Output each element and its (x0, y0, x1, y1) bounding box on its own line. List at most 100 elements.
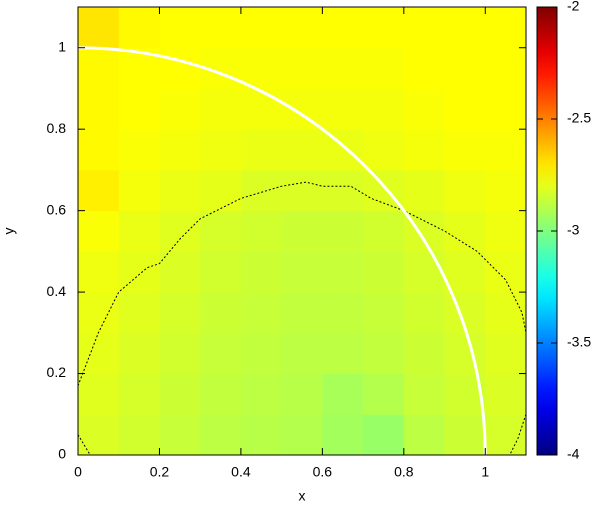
colorbar-tick-label: -3.5 (567, 334, 591, 350)
heatmap-cell (485, 47, 527, 89)
heatmap-cell (118, 414, 160, 456)
heatmap-cell (200, 251, 242, 293)
heatmap-cell (200, 414, 242, 456)
heatmap-cell (485, 251, 527, 293)
heatmap-cell (240, 332, 283, 375)
heatmap-cell (78, 88, 120, 130)
heatmap-cell (78, 332, 120, 375)
heatmap-cell (159, 210, 201, 252)
heatmap-cell (322, 47, 364, 89)
heatmap-cell (485, 7, 527, 49)
heatmap-cell (240, 7, 283, 49)
heatmap-cell (403, 88, 446, 130)
x-tick-label: 0.2 (150, 464, 170, 480)
heatmap-cell (118, 332, 160, 375)
heatmap-cell (363, 251, 405, 293)
heatmap-cell (281, 169, 323, 212)
heatmap-cell (485, 332, 527, 375)
heatmap-cell (444, 129, 486, 171)
heatmap-cell (240, 373, 283, 415)
heatmap-cell (281, 129, 323, 171)
heatmap-cell (159, 129, 201, 171)
heatmap-cell (322, 88, 364, 130)
heatmap-cell (363, 7, 405, 49)
heatmap-cell (281, 414, 323, 456)
heatmap-cell (118, 210, 160, 252)
heatmap-cell (159, 7, 201, 49)
heatmap-cell (240, 414, 283, 456)
x-tick-label: 0 (74, 464, 82, 480)
heatmap-cell (403, 169, 446, 212)
heatmap-cell (363, 88, 405, 130)
heatmap-cell (403, 332, 446, 375)
heatmap-cell (200, 292, 242, 334)
heatmap-cell (281, 7, 323, 49)
heatmap-cell (281, 332, 323, 375)
heatmap-cell (444, 169, 486, 212)
heatmap-cell (403, 373, 446, 415)
heatmap-cell (200, 88, 242, 130)
heatmap-cell (78, 210, 120, 252)
heatmap-cell (403, 251, 446, 293)
heatmap-cell (78, 7, 120, 49)
heatmap-cell (403, 47, 446, 89)
heatmap-cell (159, 251, 201, 293)
heatmap-cell (240, 169, 283, 212)
heatmap-cell (444, 47, 486, 89)
reference-circle (77, 46, 487, 456)
heatmap-cell (485, 169, 527, 212)
heatmap-cell (159, 47, 201, 89)
heatmap-cell (281, 210, 323, 252)
heatmap-cell (78, 373, 120, 415)
heatmap (78, 7, 527, 456)
x-axis-label: x (299, 488, 306, 504)
heatmap-cell (240, 292, 283, 334)
heatmap-cell (322, 251, 364, 293)
heatmap-cell (200, 373, 242, 415)
x-tick-label: 0.8 (394, 464, 414, 480)
heatmap-cell (118, 251, 160, 293)
heatmap-cell (78, 169, 120, 212)
heatmap-cell (444, 88, 486, 130)
heatmap-cell (363, 373, 405, 415)
colorbar-tick-label: -2 (567, 0, 580, 14)
heatmap-cell (78, 292, 120, 334)
heatmap-cell (363, 332, 405, 375)
heatmap-cell (363, 210, 405, 252)
heatmap-cell (485, 129, 527, 171)
heatmap-cell (322, 414, 364, 456)
heatmap-cell (200, 332, 242, 375)
heatmap-cell (363, 414, 405, 456)
y-tick-label: 0.4 (47, 283, 67, 299)
heatmap-cell (485, 210, 527, 252)
heatmap-cell (322, 292, 364, 334)
heatmap-cell (159, 88, 201, 130)
colorbar-tick-label: -4 (567, 446, 580, 462)
heatmap-cell (159, 292, 201, 334)
x-tick-label: 0.4 (231, 464, 251, 480)
heatmap-cell (159, 332, 201, 375)
heatmap-cell (403, 129, 446, 171)
contour-line (77, 181, 527, 456)
heatmap-cell (118, 373, 160, 415)
heatmap-cell (240, 251, 283, 293)
heatmap-cell (281, 47, 323, 89)
heatmap-cell (322, 373, 364, 415)
y-tick-label: 0.8 (47, 120, 67, 136)
y-tick-label: 0.6 (47, 201, 67, 217)
heatmap-cell (240, 210, 283, 252)
heatmap-cell (444, 414, 486, 456)
x-tick-label: 0.6 (313, 464, 333, 480)
heatmap-cell (200, 129, 242, 171)
heatmap-cell (200, 210, 242, 252)
y-axis-label: y (1, 228, 17, 235)
colorbar-tick-label: -3 (567, 222, 580, 238)
heatmap-cell (78, 251, 120, 293)
heatmap-cell (485, 414, 527, 456)
y-tick-label: 1 (58, 38, 66, 54)
heatmap-cell (281, 251, 323, 293)
heatmap-cell (322, 7, 364, 49)
heatmap-cell (159, 169, 201, 212)
heatmap-cell (159, 414, 201, 456)
